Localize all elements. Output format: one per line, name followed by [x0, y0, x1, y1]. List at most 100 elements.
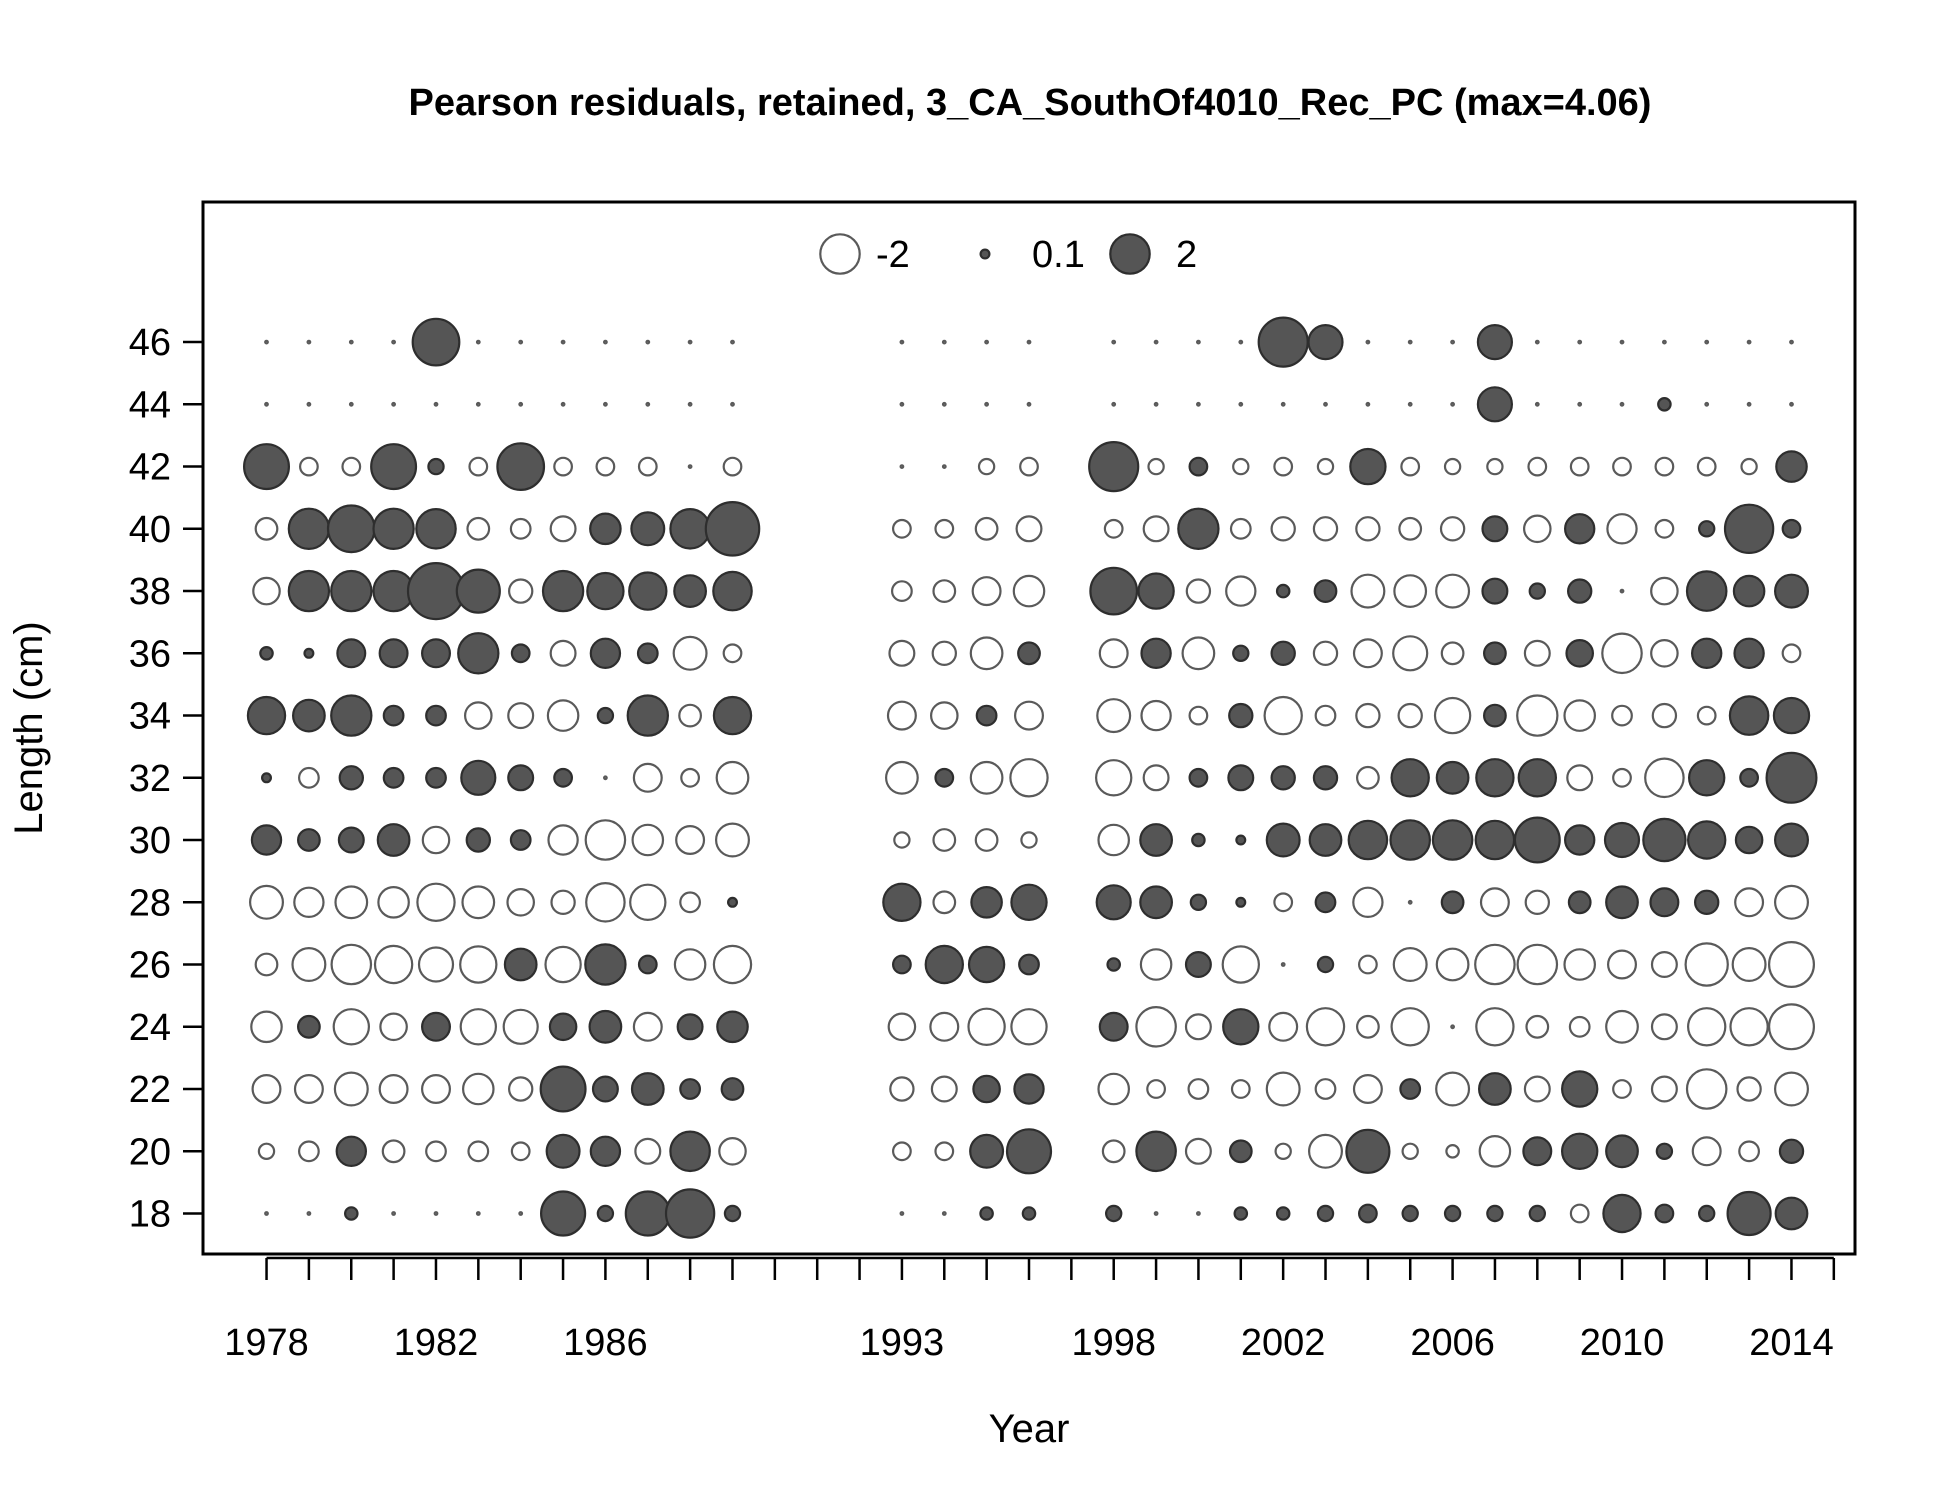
bubble-2008-32 — [1517, 758, 1558, 798]
bubble-1981-26 — [373, 944, 414, 985]
bubble-1999-38 — [1137, 572, 1175, 610]
bubble-1994-46 — [941, 339, 947, 345]
bubble-1999-24 — [1135, 1006, 1177, 1048]
bubble-2006-18 — [1443, 1204, 1462, 1223]
bubble-1987-36 — [636, 642, 659, 665]
bubble-2012-46 — [1704, 339, 1710, 345]
bubble-2006-40 — [1439, 516, 1466, 542]
bubble-2004-30 — [1347, 819, 1389, 861]
bubble-1984-44 — [518, 401, 524, 407]
bubble-2013-22 — [1736, 1076, 1762, 1102]
bubble-1995-22 — [972, 1074, 1001, 1104]
bubble-1985-28 — [550, 889, 576, 916]
bubble-1983-28 — [461, 885, 496, 920]
bubble-2009-34 — [1563, 699, 1596, 732]
bubble-1986-26 — [584, 943, 627, 986]
bubble-1996-22 — [1013, 1073, 1045, 1105]
bubble-1995-32 — [969, 760, 1004, 795]
bubble-2007-36 — [1482, 641, 1507, 666]
y-tick-label-24: 24 — [129, 1007, 171, 1049]
bubble-2009-40 — [1563, 513, 1596, 545]
bubble-2013-38 — [1732, 574, 1766, 608]
bubble-1998-34 — [1096, 698, 1132, 734]
bubble-2002-36 — [1270, 640, 1296, 667]
x-tick-label-2014: 2014 — [1749, 1322, 1834, 1364]
bubble-1999-18 — [1153, 1211, 1159, 1216]
bubble-1999-28 — [1139, 885, 1173, 920]
bubble-2010-18 — [1602, 1193, 1642, 1234]
bubble-2005-28 — [1407, 899, 1413, 905]
bubble-2011-20 — [1655, 1142, 1674, 1161]
bubble-1994-36 — [931, 640, 958, 667]
bubble-1985-40 — [549, 515, 577, 543]
bubble-2004-28 — [1352, 886, 1384, 919]
bubble-2001-36 — [1232, 644, 1250, 663]
bubble-2007-34 — [1482, 703, 1507, 728]
bubble-1995-30 — [974, 828, 999, 852]
bubble-2012-28 — [1693, 889, 1720, 916]
bubble-2011-28 — [1649, 887, 1680, 918]
bubble-2003-34 — [1314, 704, 1337, 727]
bubble-2012-20 — [1691, 1136, 1722, 1167]
bubble-1978-44 — [264, 401, 269, 407]
bubble-1995-36 — [969, 636, 1004, 671]
bubble-2009-18 — [1569, 1203, 1590, 1224]
bubble-1999-20 — [1135, 1130, 1177, 1173]
bubble-1982-44 — [433, 401, 439, 407]
bubble-1982-34 — [425, 704, 447, 727]
bubble-1989-22 — [720, 1077, 745, 1101]
bubble-1985-32 — [553, 767, 573, 788]
bubble-1987-38 — [628, 571, 668, 611]
bubble-1994-26 — [924, 944, 965, 985]
bubble-2005-38 — [1393, 574, 1428, 608]
bubble-1986-34 — [596, 706, 615, 725]
bubble-1980-20 — [335, 1135, 367, 1168]
bubble-layer — [243, 316, 1818, 1239]
bubble-1996-24 — [1010, 1008, 1048, 1046]
bubble-2004-36 — [1352, 638, 1383, 669]
bubble-2006-20 — [1445, 1144, 1460, 1159]
bubble-2014-30 — [1773, 822, 1809, 858]
y-tick-label-40: 40 — [129, 509, 171, 551]
bubble-2003-30 — [1308, 823, 1343, 857]
bubble-1978-28 — [249, 884, 285, 920]
bubble-2010-24 — [1605, 1009, 1639, 1044]
bubble-2010-28 — [1605, 885, 1639, 920]
legend-label-0.1: 0.1 — [1032, 234, 1085, 276]
bubble-2000-36 — [1181, 636, 1216, 671]
bubble-2007-32 — [1475, 758, 1515, 798]
bubble-2007-18 — [1486, 1204, 1504, 1223]
bubble-2000-26 — [1184, 950, 1212, 978]
bubble-2003-22 — [1314, 1078, 1337, 1100]
bubble-1987-44 — [645, 401, 651, 407]
bubble-1982-26 — [417, 946, 455, 983]
bubble-2006-36 — [1440, 641, 1465, 666]
bubble-2013-34 — [1728, 695, 1770, 736]
bubble-2000-42 — [1188, 456, 1209, 477]
bubble-1984-40 — [509, 517, 532, 540]
bubble-2002-34 — [1263, 695, 1303, 736]
x-tick-label-1998: 1998 — [1071, 1322, 1156, 1364]
y-tick-label-18: 18 — [129, 1194, 171, 1236]
bubble-1979-38 — [287, 569, 331, 613]
bubble-1995-44 — [984, 401, 989, 407]
bubble-2011-40 — [1654, 518, 1675, 539]
x-tick-label-2006: 2006 — [1410, 1322, 1495, 1364]
y-tick-label-34: 34 — [129, 696, 171, 738]
bubble-2002-42 — [1273, 456, 1294, 477]
bubble-2010-46 — [1619, 339, 1625, 345]
bubble-1994-22 — [930, 1075, 958, 1103]
bubble-1983-18 — [475, 1211, 481, 1216]
bubble-1982-40 — [415, 507, 457, 550]
bubble-2013-20 — [1738, 1140, 1760, 1163]
bubble-1978-40 — [254, 516, 279, 541]
bubble-2003-40 — [1312, 516, 1339, 542]
bubble-1998-38 — [1089, 566, 1139, 616]
bubble-1984-46 — [518, 339, 524, 345]
bubble-1988-20 — [669, 1130, 711, 1173]
bubble-1996-42 — [1019, 456, 1039, 477]
bubble-2005-34 — [1397, 702, 1423, 729]
bubble-1989-44 — [730, 401, 735, 407]
bubble-1980-42 — [341, 456, 362, 477]
bubble-1986-38 — [586, 571, 625, 611]
